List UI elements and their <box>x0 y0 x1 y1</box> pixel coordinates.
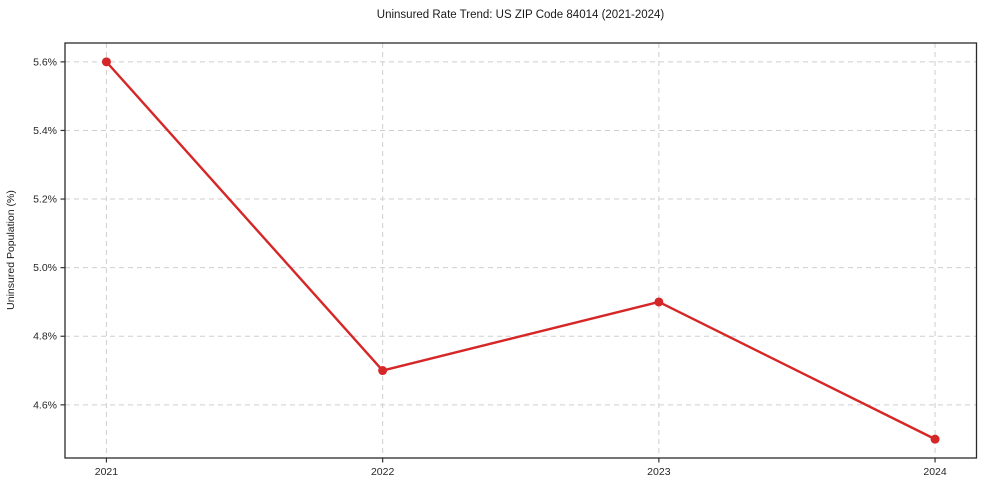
data-point <box>101 57 111 67</box>
tick-labels: 4.6% 4.8% 5.0% 5.2% 5.4% 5.6% 2021 2022 2023 2024 <box>33 56 947 478</box>
y-tick-label: 4.8% <box>33 331 57 343</box>
trend-line <box>105 60 937 441</box>
x-tick-label: 2024 <box>923 466 947 478</box>
y-tick-label: 5.4% <box>33 125 57 137</box>
data-point <box>654 297 664 307</box>
y-tick-label: 5.6% <box>33 56 57 68</box>
axis-ticks <box>60 61 936 463</box>
data-point <box>930 434 940 444</box>
axes-frame <box>64 42 978 459</box>
y-tick-label: 5.0% <box>33 262 57 274</box>
y-tick-label: 4.6% <box>33 399 57 411</box>
chart-title: Uninsured Rate Trend: US ZIP Code 84014 … <box>376 9 665 21</box>
plot-border <box>64 42 978 459</box>
x-tick-label: 2022 <box>371 466 395 478</box>
gridlines <box>65 43 977 458</box>
x-tick-label: 2021 <box>95 466 119 478</box>
y-tick-label: 5.2% <box>33 194 57 206</box>
data-series <box>101 57 940 444</box>
data-point <box>378 366 388 376</box>
x-tick-label: 2023 <box>647 466 671 478</box>
